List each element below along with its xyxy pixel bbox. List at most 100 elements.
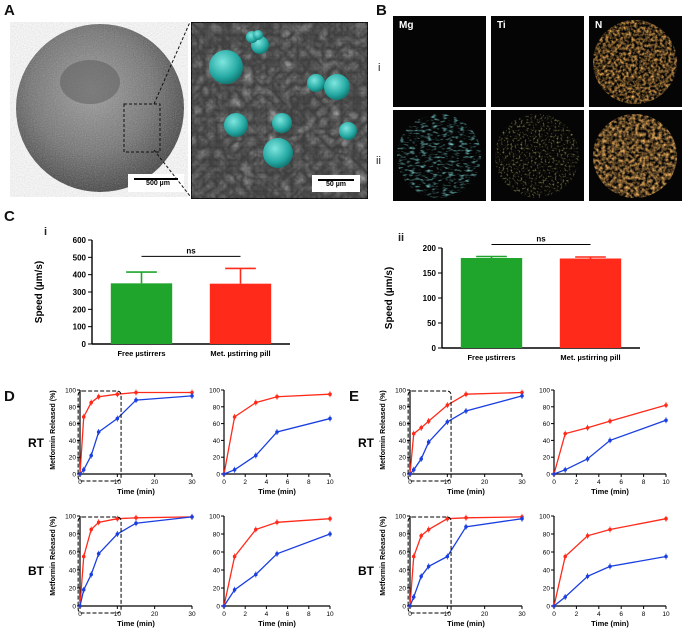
- bar: [110, 283, 173, 344]
- row-label-ii: ii: [376, 155, 381, 167]
- chart-e-bt-zoom: 0 20 40 60 80 100 0 2 4 6 8 10 Time (min): [539, 514, 670, 629]
- x-tick-label: 30: [518, 479, 526, 486]
- sem-zoom-image: 50 µm: [191, 22, 368, 199]
- chart-c-i: 0 100 200 300 400 500 600 Speed (µm/s) Free µsti…: [34, 236, 290, 358]
- x-tick-label: 2: [575, 611, 579, 618]
- y-tick-label: 60: [69, 421, 77, 428]
- x-tick-label: Met. µstirring pill: [210, 349, 270, 358]
- eds-map-mg-i: Mg: [393, 16, 486, 107]
- y-tick-label: 300: [73, 288, 87, 297]
- y-tick-label: 150: [423, 269, 437, 278]
- y-axis-label: Metformin Released (%): [380, 516, 387, 596]
- panel-label-e: E: [349, 388, 360, 405]
- x-tick-label: Met. µstirring pill: [560, 353, 620, 362]
- series-line: [223, 417, 331, 475]
- y-tick-label: 0: [82, 340, 87, 349]
- chart-d-bt-full: 0 20 40 60 80 100 0 10 20 30 Time (min): [65, 514, 196, 629]
- data-point: [222, 604, 226, 608]
- y-tick-label: 80: [213, 532, 221, 539]
- eds-map-mg-ii: [393, 110, 486, 201]
- x-axis-label: Time (min): [117, 487, 155, 496]
- row-label-i: i: [378, 62, 381, 74]
- y-tick-label: 0: [216, 604, 220, 611]
- x-tick-label: 2: [243, 611, 247, 618]
- x-tick-label: 2: [575, 479, 579, 486]
- x-tick-label: 10: [114, 479, 122, 486]
- x-tick-label: 20: [151, 611, 159, 618]
- x-tick-label: 6: [619, 611, 623, 618]
- y-tick-label: 20: [69, 586, 77, 593]
- x-tick-label: 6: [619, 479, 623, 486]
- x-tick-label: 0: [408, 479, 412, 486]
- x-axis-label: Time (min): [447, 487, 485, 496]
- x-axis-label: Time (min): [258, 487, 296, 496]
- x-tick-label: 0: [78, 611, 82, 618]
- data-point: [78, 604, 82, 608]
- zoom-region-box: [77, 390, 122, 482]
- y-tick-label: 60: [213, 550, 221, 557]
- y-tick-label: 80: [543, 404, 551, 411]
- x-tick-label: 2: [243, 479, 247, 486]
- y-tick-label: 200: [73, 305, 87, 314]
- bar: [460, 258, 523, 348]
- y-tick-label: 100: [395, 388, 406, 395]
- chart-e-rt-zoom: 0 20 40 60 80 100 0 2 4 6 8 10 Time (min): [539, 388, 670, 497]
- series-line: [79, 395, 193, 475]
- y-axis-label: Metformin Released (%): [380, 390, 387, 470]
- eds-map-ti-i: Ti: [491, 16, 584, 107]
- data-point: [552, 472, 556, 476]
- scalebar-label: 50 µm: [326, 181, 346, 188]
- y-tick-label: 100: [65, 388, 76, 395]
- y-tick-label: 60: [399, 421, 407, 428]
- sem-overview-image: 500 µm: [10, 22, 188, 197]
- y-tick-label: 20: [69, 455, 77, 462]
- y-tick-label: 50: [427, 319, 436, 328]
- x-tick-label: 6: [286, 611, 290, 618]
- bar: [209, 283, 272, 344]
- series-line: [553, 419, 667, 475]
- row-label-bt-d: BT: [28, 564, 44, 578]
- x-tick-label: 6: [286, 479, 290, 486]
- y-tick-label: 100: [209, 514, 220, 521]
- y-tick-label: 80: [543, 532, 551, 539]
- panel-label-d: D: [4, 388, 15, 405]
- series-line: [79, 391, 192, 475]
- x-tick-label: 4: [597, 479, 601, 486]
- eds-map-n-ii: [589, 110, 682, 201]
- scalebar-label: 500 µm: [146, 180, 170, 187]
- bar: [559, 258, 622, 348]
- x-tick-label: 30: [188, 479, 196, 486]
- data-point: [408, 604, 412, 608]
- y-tick-label: 80: [399, 404, 407, 411]
- chart-d-rt-full: 0 20 40 60 80 100 0 10 20 30 Time (min): [65, 388, 196, 497]
- x-tick-label: 8: [307, 479, 311, 486]
- zoom-connector-lines: [153, 21, 191, 197]
- x-tick-label: 10: [326, 611, 334, 618]
- x-axis-label: Time (min): [258, 619, 296, 628]
- chart-e-bt-full: 0 20 40 60 80 100 0 10 20 30 Time (min): [395, 514, 526, 629]
- y-tick-label: 0: [402, 472, 406, 479]
- y-axis-label: Speed (µm/s): [384, 267, 395, 329]
- significance-label: ns: [186, 246, 196, 255]
- x-tick-label: 10: [114, 611, 122, 618]
- y-tick-label: 0: [72, 472, 76, 479]
- x-tick-label: 10: [662, 611, 670, 618]
- y-axis-label: Metformin Released (%): [50, 516, 57, 596]
- zoom-region-box: [407, 390, 452, 482]
- x-tick-label: 8: [642, 611, 646, 618]
- significance-label: ns: [536, 236, 546, 244]
- x-tick-label: 0: [552, 479, 556, 486]
- y-tick-label: 60: [213, 421, 221, 428]
- x-tick-label: 4: [597, 611, 601, 618]
- chart-e-rt-full: 0 20 40 60 80 100 0 10 20 30 Time (min): [395, 388, 526, 497]
- y-tick-label: 100: [395, 514, 406, 521]
- y-tick-label: 80: [213, 404, 221, 411]
- x-tick-label: 20: [481, 479, 489, 486]
- y-tick-label: 600: [73, 236, 87, 245]
- series-line: [79, 516, 193, 607]
- series-line: [223, 533, 331, 607]
- y-tick-label: 40: [213, 438, 221, 445]
- x-tick-label: 8: [307, 611, 311, 618]
- y-tick-label: 80: [69, 404, 77, 411]
- panel-label-a: A: [4, 2, 15, 19]
